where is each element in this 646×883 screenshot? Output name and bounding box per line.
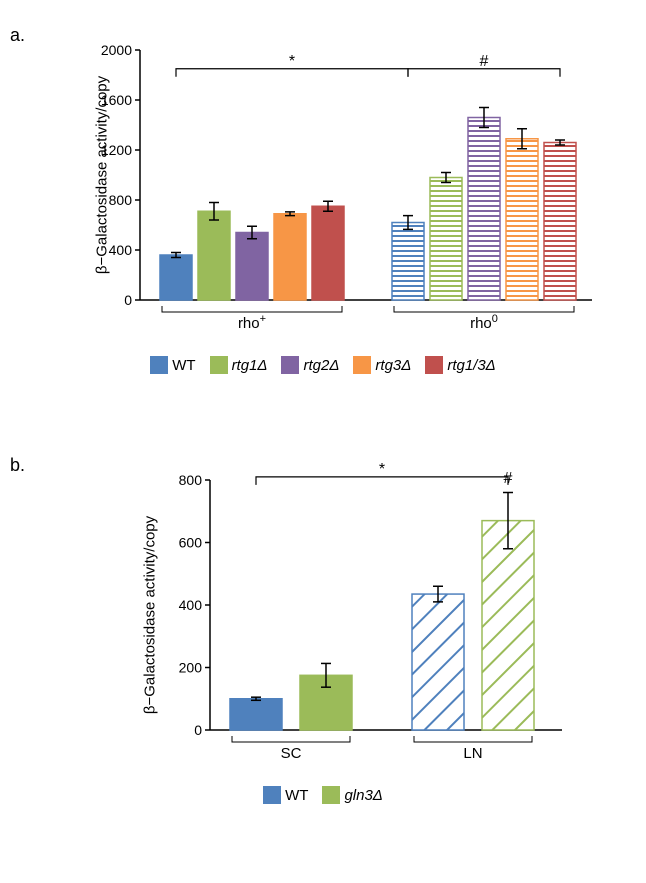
svg-text:600: 600 — [179, 535, 203, 551]
svg-text:#: # — [480, 53, 489, 70]
panel-a-yaxis-label: β−Galactosidase activity/copy — [94, 76, 111, 274]
svg-text:SC: SC — [281, 745, 302, 762]
panel-a: a. β−Galactosidase activity/copy 0400800… — [20, 20, 626, 420]
svg-text:LN: LN — [463, 745, 482, 762]
svg-text:*: * — [379, 461, 385, 478]
legend-swatch — [263, 786, 281, 804]
legend-label: rtg2Δ — [303, 357, 339, 374]
bar — [482, 521, 534, 730]
legend-item: rtg2Δ — [281, 356, 339, 374]
bar — [312, 206, 344, 300]
svg-text:800: 800 — [109, 192, 133, 208]
svg-text:800: 800 — [179, 472, 203, 488]
legend-swatch — [281, 356, 299, 374]
legend-swatch — [210, 356, 228, 374]
bar — [198, 211, 230, 300]
bar — [412, 594, 464, 730]
panel-b: b. β−Galactosidase activity/copy 0200400… — [20, 450, 626, 850]
legend-swatch — [353, 356, 371, 374]
bar — [430, 178, 462, 301]
panel-b-yaxis-label: β−Galactosidase activity/copy — [142, 516, 159, 714]
svg-text:400: 400 — [179, 597, 203, 613]
legend-swatch — [150, 356, 168, 374]
legend-item: gln3Δ — [322, 786, 382, 804]
svg-text:0: 0 — [124, 292, 132, 308]
legend-item: rtg1Δ — [210, 356, 268, 374]
panel-b-label: b. — [10, 455, 25, 476]
bar — [468, 118, 500, 301]
figure: a. β−Galactosidase activity/copy 0400800… — [20, 20, 626, 850]
legend-swatch — [322, 786, 340, 804]
bar — [236, 233, 268, 301]
svg-text:#: # — [504, 470, 513, 487]
legend-label: WT — [172, 357, 195, 374]
legend-item: rtg3Δ — [353, 356, 411, 374]
panel-a-legend: WT rtg1Δ rtg2Δ rtg3Δ rtg1/3Δ — [20, 356, 626, 374]
legend-item: WT — [150, 356, 195, 374]
panel-b-svg: 0 200 400 600 800 SC LN * # — [160, 450, 572, 780]
panel-b-chart: β−Galactosidase activity/copy 0200400600… — [160, 450, 626, 780]
legend-item: WT — [263, 786, 308, 804]
bar — [506, 139, 538, 300]
panel-a-chart: β−Galactosidase activity/copy 0400800120… — [90, 20, 626, 350]
legend-label: rtg1/3Δ — [447, 357, 495, 374]
svg-text:rho0: rho0 — [470, 313, 498, 332]
bar — [392, 223, 424, 301]
legend-swatch — [425, 356, 443, 374]
legend-label: rtg1Δ — [232, 357, 268, 374]
panel-a-label: a. — [10, 25, 25, 46]
svg-text:400: 400 — [109, 242, 133, 258]
svg-text:rho+: rho+ — [238, 313, 266, 332]
panel-b-legend: WT gln3Δ — [20, 786, 626, 804]
bar — [160, 255, 192, 300]
bar — [544, 143, 576, 301]
svg-text:2000: 2000 — [101, 42, 132, 58]
legend-item: rtg1/3Δ — [425, 356, 495, 374]
bar — [274, 214, 306, 300]
panel-a-svg: 0400800120016002000rho+rho0*# — [90, 20, 602, 350]
legend-label: gln3Δ — [344, 787, 382, 804]
legend-label: WT — [285, 787, 308, 804]
bar — [230, 699, 282, 730]
svg-text:*: * — [289, 53, 295, 70]
svg-text:200: 200 — [179, 660, 203, 676]
legend-label: rtg3Δ — [375, 357, 411, 374]
svg-text:0: 0 — [194, 722, 202, 738]
